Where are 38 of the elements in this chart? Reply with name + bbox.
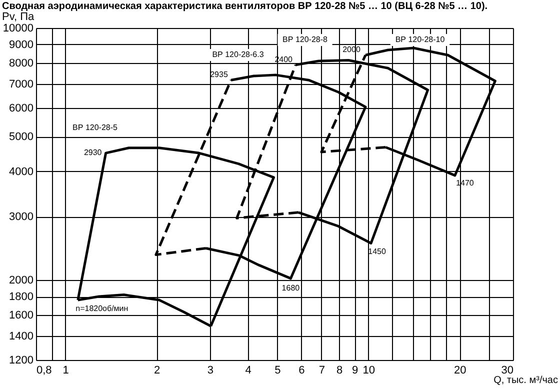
- x-tick-label: 5: [274, 364, 281, 376]
- y-tick-label: 3000: [9, 211, 34, 224]
- x-axis-title: Q, тыс. м³/час: [494, 375, 558, 386]
- x-tick-label: 8: [336, 364, 343, 376]
- x-tick-label: 0,8: [36, 364, 52, 376]
- chart-title: Сводная аэродинамическая характеристика вентиляторов ВР 120-28 №5 … 10 (ВЦ 6-28 №5 … 10).: [2, 1, 488, 12]
- x-tick-label: 1: [62, 364, 69, 376]
- y-tick-label: 9000: [9, 39, 34, 51]
- x-tick-label: 30: [501, 364, 514, 376]
- y-tick-label: 1800: [9, 291, 34, 304]
- y-tick-label: 1400: [9, 330, 34, 342]
- y-tick-label: 4000: [9, 166, 34, 178]
- y-tick-label: 1600: [9, 309, 34, 322]
- annotation: ВР 120-28-5: [72, 123, 118, 132]
- y-tick-label: 1200: [9, 354, 34, 366]
- annotation: 2930: [84, 148, 102, 158]
- y-tick-label: 5000: [9, 131, 34, 144]
- x-tick-label: 4: [245, 364, 252, 376]
- x-tick-label: 2: [154, 364, 160, 376]
- y-tick-label: 8000: [9, 57, 34, 70]
- annotation: 2935: [210, 70, 228, 80]
- x-tick-label: 9: [352, 364, 358, 376]
- x-tick-label: 20: [454, 364, 466, 376]
- y-tick-label: 6000: [9, 102, 34, 114]
- annotation: n=1820об/мин: [76, 304, 128, 314]
- annotation: ВР 120-28-10: [395, 35, 446, 44]
- x-tick-label: 6: [298, 364, 305, 376]
- annotation: ВР 120-28-6.3: [212, 50, 264, 59]
- x-tick-label: 7: [318, 364, 326, 376]
- annotation: 1680: [282, 283, 300, 292]
- annotation: ВР 120-28-8: [282, 35, 328, 44]
- y-axis-title: Pv, Па: [2, 11, 36, 23]
- y-tick-label: 2000: [9, 274, 34, 287]
- x-tick-label: 3: [207, 364, 214, 376]
- y-tick-label: 7000: [9, 78, 34, 90]
- x-tick-label: 10: [362, 364, 376, 376]
- y-tick-label: 10000: [2, 22, 34, 34]
- annotation: 1450: [368, 247, 386, 256]
